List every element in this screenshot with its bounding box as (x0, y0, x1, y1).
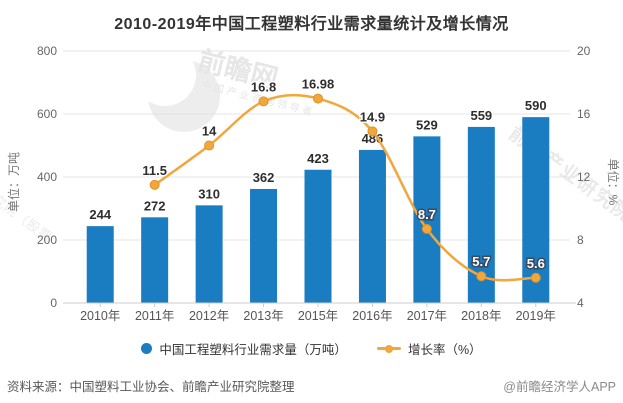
x-category-label: 2011年 (135, 309, 174, 323)
growth-marker-2013年 (258, 96, 269, 107)
growth-label: 5.6 (527, 256, 545, 271)
growth-marker-2018年 (476, 271, 487, 282)
legend-item-demand[interactable]: 中国工程塑料行业需求量（万吨） (141, 339, 347, 358)
growth-markers (149, 93, 541, 283)
legend-line-dot-marker-icon (376, 344, 401, 353)
bar-2019年 (522, 117, 550, 304)
x-category-label: 2013年 (243, 309, 283, 323)
x-category-label: 2015年 (298, 309, 338, 323)
x-axis-labels: 2010年 2011年 2012年 2013年 2015年 2016年 2017年 2018年… (80, 303, 556, 323)
right-axis-tick: 20 (577, 44, 591, 58)
growth-label: 16.8 (251, 79, 276, 94)
bar-label: 486 (362, 131, 384, 146)
growth-label: 5.7 (472, 254, 490, 269)
bar-2010年 (86, 226, 114, 303)
growth-label: 11.5 (142, 163, 167, 178)
watermark-logo (134, 44, 220, 132)
bar-2016年 (358, 149, 386, 303)
bar-label: 423 (307, 151, 329, 166)
bar-2013年 (250, 188, 278, 303)
right-axis-tick: 16 (577, 107, 591, 121)
x-category-label: 2016年 (352, 309, 392, 323)
bar-label: 244 (89, 207, 111, 222)
bar-2015年 (304, 169, 332, 303)
bar-label: 310 (198, 186, 220, 201)
right-axis-tick: 8 (577, 233, 584, 247)
bar-label: 529 (416, 117, 438, 132)
legend-item-label: 中国工程塑料行业需求量（万吨） (159, 343, 347, 357)
left-axis-tick: 200 (37, 233, 57, 247)
growth-label: 16.98 (302, 77, 335, 92)
brand-credit: @前瞻经济学人APP (503, 380, 616, 394)
growth-marker-2019年 (530, 272, 541, 283)
growth-label: 8.7 (418, 207, 436, 222)
growth-label: 14.9 (360, 109, 385, 124)
growth-line (153, 93, 538, 282)
bar-label: 590 (525, 98, 547, 113)
bar-2017年 (413, 136, 441, 303)
growth-marker-2011年 (149, 179, 160, 190)
legend-item-growth-rate[interactable]: 增长率（%） (376, 339, 482, 358)
axis-tick-labels: 800 600 400 200 0 20 16 12 8 4 (37, 44, 591, 310)
growth-marker-2016年 (367, 126, 378, 137)
left-axis-name: 单位：万吨 (6, 152, 21, 212)
bar-label: 559 (470, 108, 492, 123)
growth-marker-2012年 (204, 140, 215, 151)
growth-value-labels: 11.5 14 16.8 16.98 14.9 8.7 5.7 5.6 (141, 75, 546, 272)
left-axis-tick: 400 (37, 170, 57, 184)
x-category-label: 2019年 (516, 309, 556, 323)
bar-value-labels: 244 272 310 362 423 486 529 559 590 (88, 97, 548, 224)
right-axis-tick: 4 (577, 296, 584, 310)
x-category-label: 2010年 (80, 309, 120, 323)
x-category-label: 2017年 (407, 309, 447, 323)
growth-marker-2017年 (421, 223, 432, 234)
left-axis-tick: 0 (50, 296, 57, 310)
legend-circle-marker-icon (141, 343, 153, 354)
left-axis-tick: 800 (37, 44, 57, 58)
bar-2012年 (195, 205, 223, 303)
bar-label: 362 (253, 170, 275, 185)
x-category-label: 2012年 (189, 309, 229, 323)
bar-2011年 (141, 217, 169, 303)
left-axis-tick: 600 (37, 107, 57, 121)
source-note: 资料来源：中国塑料工业协会、前瞻产业研究院整理 (7, 380, 295, 394)
growth-marker-2015年 (313, 93, 323, 104)
bar-label: 272 (144, 198, 166, 213)
growth-label: 14 (202, 124, 217, 139)
chart-title: 2010-2019年中国工程塑料行业需求量统计及增长情况 (114, 16, 509, 33)
legend: 中国工程塑料行业需求量（万吨） 增长率（%） (0, 339, 623, 358)
right-axis-name: 单位：% (606, 159, 621, 206)
legend-item-label: 增长率（%） (407, 343, 482, 357)
right-axis-tick: 12 (577, 170, 591, 184)
x-category-label: 2018年 (461, 309, 501, 323)
footer: 资料来源：中国塑料工业协会、前瞻产业研究院整理 @前瞻经济学人APP (7, 376, 616, 395)
